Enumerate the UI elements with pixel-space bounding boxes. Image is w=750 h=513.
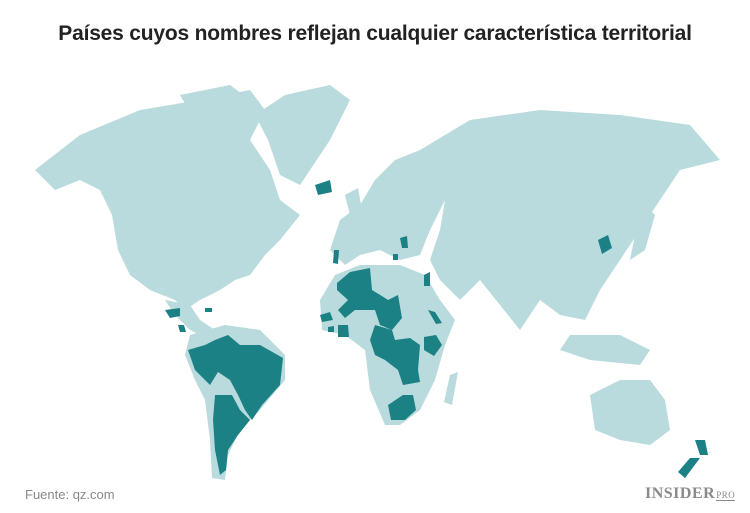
country-iceland: [315, 180, 332, 195]
land-base: [35, 85, 720, 480]
map-title: Países cuyos nombres reflejan cualquier …: [58, 22, 692, 45]
country-kenya: [424, 335, 442, 356]
country-argentina-uruguay: [213, 395, 250, 475]
country-portugal: [333, 250, 339, 264]
source-note: Fuente: qz.com: [25, 487, 115, 502]
country-algeria-niger-chad: [337, 268, 402, 330]
country-cameroon-congo-drc: [370, 325, 420, 385]
southeast-asia-islands: [560, 335, 650, 365]
insider-pro-logo: INSIDERPRO: [645, 485, 736, 503]
country-costa-rica: [178, 325, 186, 332]
japan: [630, 200, 655, 260]
country-south-africa: [388, 395, 416, 420]
logo-suffix: PRO: [716, 490, 736, 501]
country-new-zealand: [678, 440, 708, 478]
greenland: [255, 85, 350, 185]
asia: [420, 110, 720, 330]
country-guatemala: [165, 308, 180, 318]
country-eritrea: [428, 310, 442, 324]
arctic-islands: [180, 85, 250, 115]
europe: [330, 150, 445, 265]
uk: [345, 188, 362, 215]
australia: [590, 380, 670, 445]
country-peru-brazil: [188, 335, 283, 420]
country-ivory-coast: [338, 325, 349, 337]
country-lebanon: [424, 272, 430, 286]
country-senegal: [320, 312, 333, 322]
highlighted-countries: [165, 180, 708, 478]
country-north-korea: [598, 235, 612, 254]
country-moldova: [400, 236, 408, 248]
country-sierra-leone: [328, 326, 334, 332]
logo-main: INSIDER: [645, 485, 716, 502]
madagascar: [444, 372, 458, 405]
north-america: [35, 90, 300, 310]
country-montenegro: [393, 254, 398, 260]
country-dominican-republic: [205, 308, 212, 312]
